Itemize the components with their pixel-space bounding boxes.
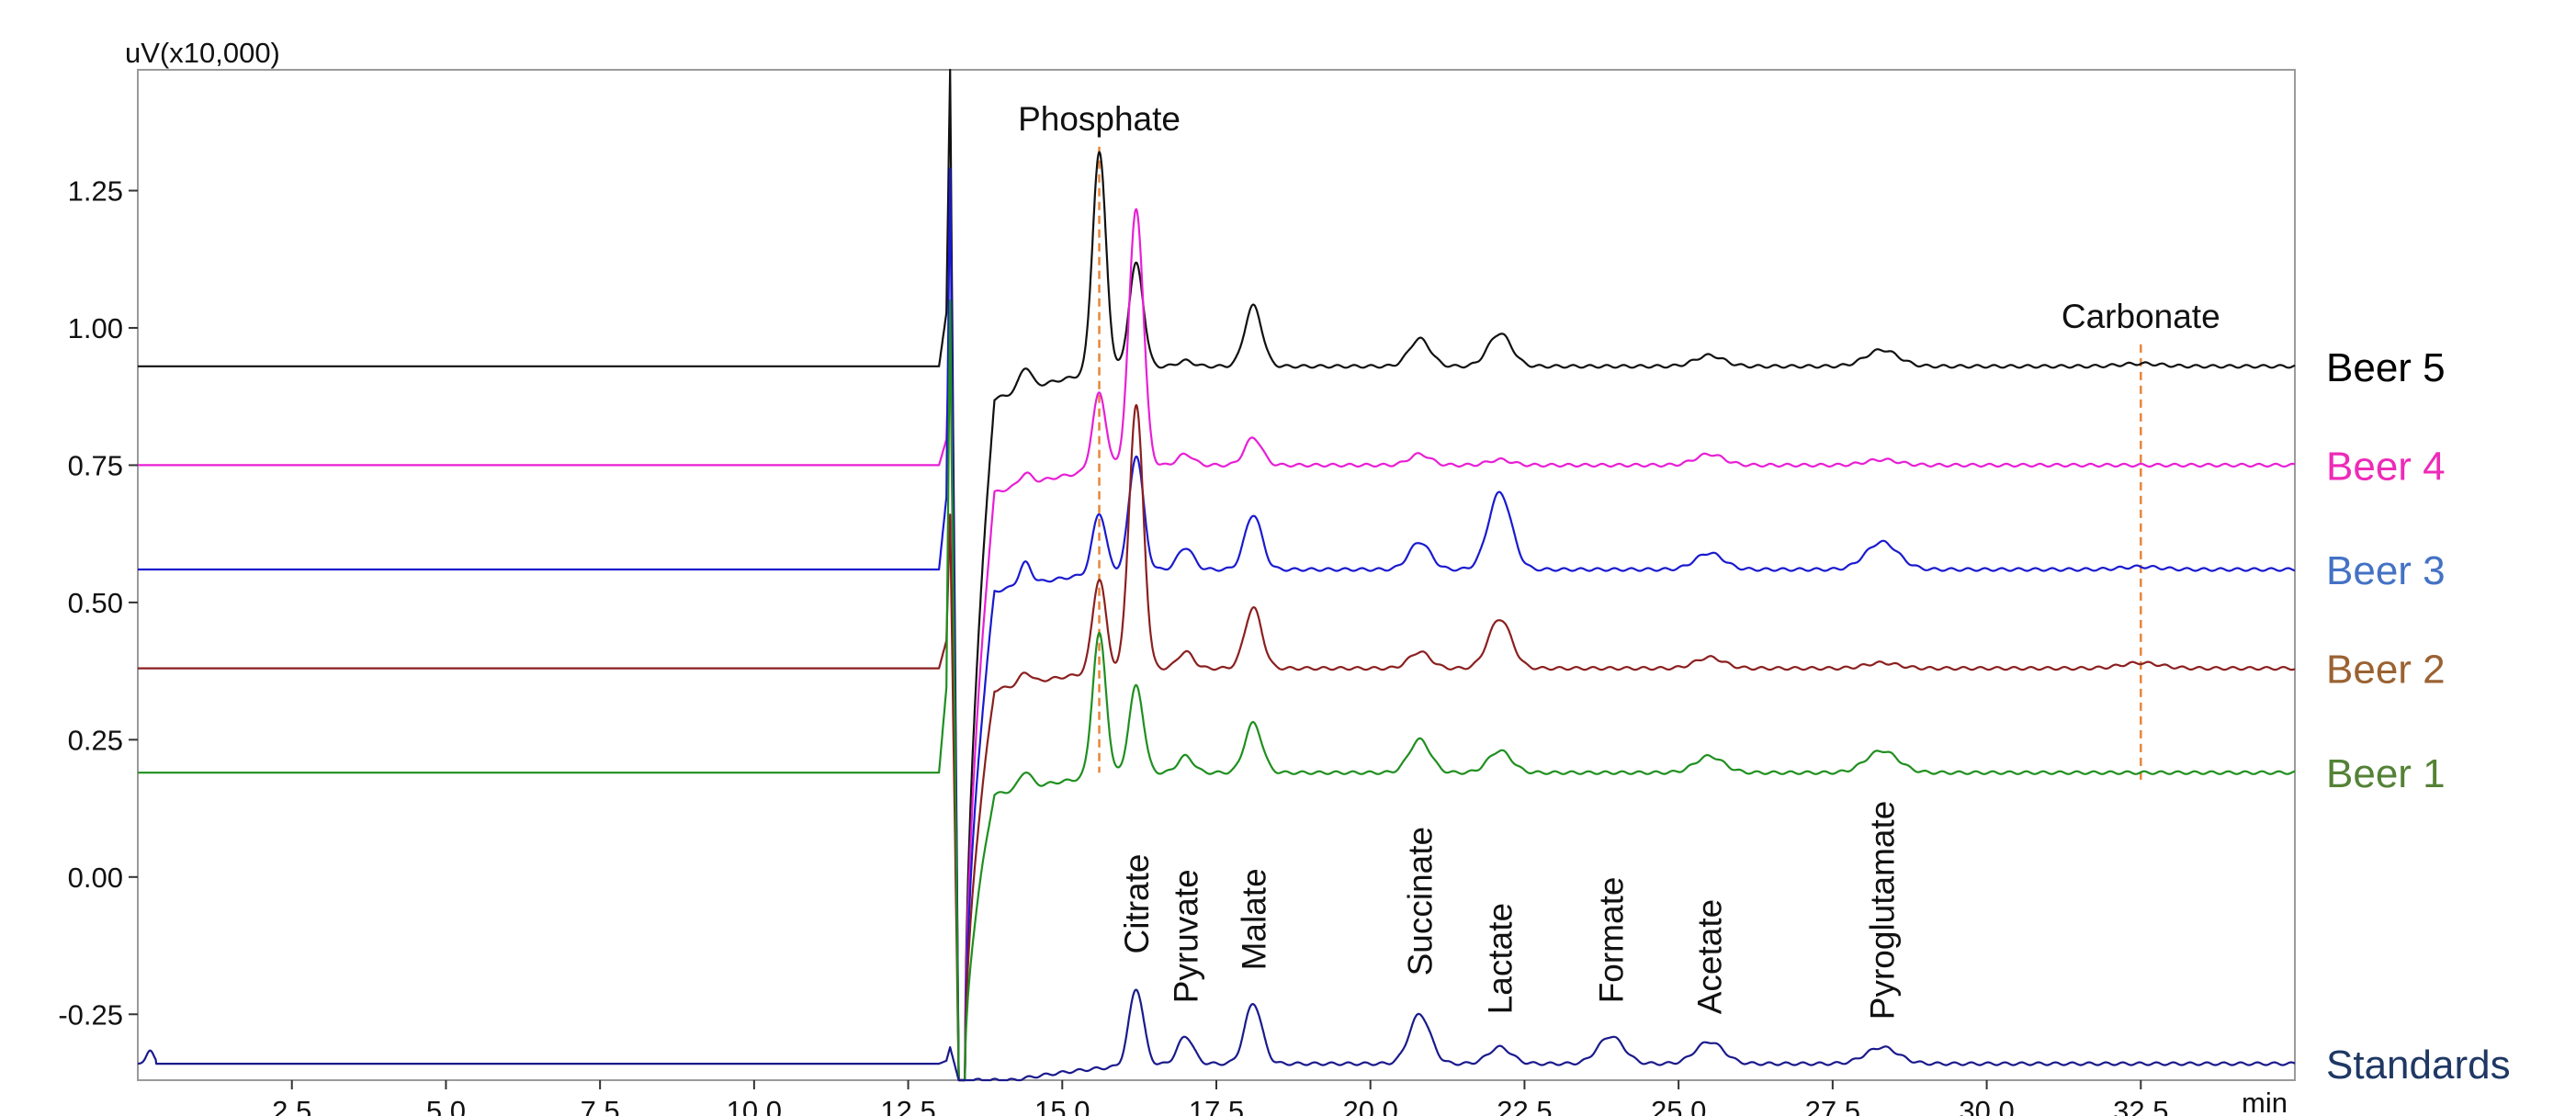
x-tick-label: 2.5 xyxy=(272,1095,311,1116)
y-tick-label: 1.25 xyxy=(68,175,123,208)
x-axis: 2.5 5.0 7.5 10.0 12.5 15.0 17.5 20.0 22.5 25.0 27.… xyxy=(272,1080,2168,1116)
annotation-pyruvate: Pyruvate xyxy=(1168,869,1205,1003)
series-labels: Beer 5 Beer 4 Beer 3 Beer 2 Beer 1 Standards xyxy=(2326,345,2511,1088)
y-tick-label: -0.25 xyxy=(58,998,123,1031)
x-axis-unit-label: min xyxy=(2242,1087,2288,1116)
traces xyxy=(137,68,2296,1082)
trace-beer-1 xyxy=(137,299,2296,1082)
y-tick-label: 1.00 xyxy=(68,312,123,344)
trace-standards xyxy=(137,988,2296,1082)
y-tick-label: 0.25 xyxy=(68,724,123,756)
trace-beer-2 xyxy=(137,403,2296,1082)
x-tick-label: 20.0 xyxy=(1343,1095,1398,1116)
plot-frame xyxy=(137,69,2296,1081)
y-tick-label: 0.00 xyxy=(68,862,123,894)
annotation-succinate: Succinate xyxy=(1401,827,1439,976)
trace-beer-3 xyxy=(137,167,2296,1082)
x-tick-label: 32.5 xyxy=(2113,1095,2168,1116)
reference-lines xyxy=(1098,146,2142,784)
annotation-phosphate: Phosphate xyxy=(1018,100,1181,138)
annotation-carbonate: Carbonate xyxy=(2062,298,2220,335)
x-tick-label: 15.0 xyxy=(1034,1095,1090,1116)
x-tick-label: 25.0 xyxy=(1651,1095,1706,1116)
trace-beer-4 xyxy=(137,208,2296,1082)
annotation-pyroglutamate: Pyroglutamate xyxy=(1864,801,1902,1020)
annotation-acetate: Acetate xyxy=(1691,899,1729,1014)
series-label-beer-3: Beer 3 xyxy=(2326,548,2446,593)
x-tick-label: 22.5 xyxy=(1497,1095,1552,1116)
annotation-citrate: Citrate xyxy=(1118,854,1156,954)
series-label-beer-5: Beer 5 xyxy=(2326,345,2446,390)
y-tick-label: 0.50 xyxy=(68,587,123,619)
x-tick-label: 30.0 xyxy=(1959,1095,2014,1116)
series-label-standards: Standards xyxy=(2326,1043,2511,1088)
trace-beer-5 xyxy=(137,68,2296,1082)
series-label-beer-1: Beer 1 xyxy=(2326,751,2446,796)
y-tick-label: 0.75 xyxy=(68,449,123,481)
annotation-malate: Malate xyxy=(1235,868,1272,970)
x-tick-label: 12.5 xyxy=(880,1095,935,1116)
annotation-formate: Formate xyxy=(1592,877,1630,1004)
series-label-beer-2: Beer 2 xyxy=(2326,648,2446,693)
x-tick-label: 10.0 xyxy=(727,1095,782,1116)
x-tick-label: 7.5 xyxy=(581,1095,620,1116)
x-tick-label: 5.0 xyxy=(426,1095,466,1116)
x-tick-label: 17.5 xyxy=(1189,1095,1244,1116)
annotation-lactate: Lactate xyxy=(1482,903,1520,1014)
y-axis: 1.25 1.00 0.75 0.50 0.25 0.00 -0.25 xyxy=(58,175,138,1031)
y-axis-unit-label: uV(x10,000) xyxy=(125,37,280,69)
peak-annotations: Phosphate Carbonate Citrate Pyruvate Malate S… xyxy=(1018,100,2220,1020)
series-label-beer-4: Beer 4 xyxy=(2326,444,2446,489)
x-tick-label: 27.5 xyxy=(1805,1095,1860,1116)
